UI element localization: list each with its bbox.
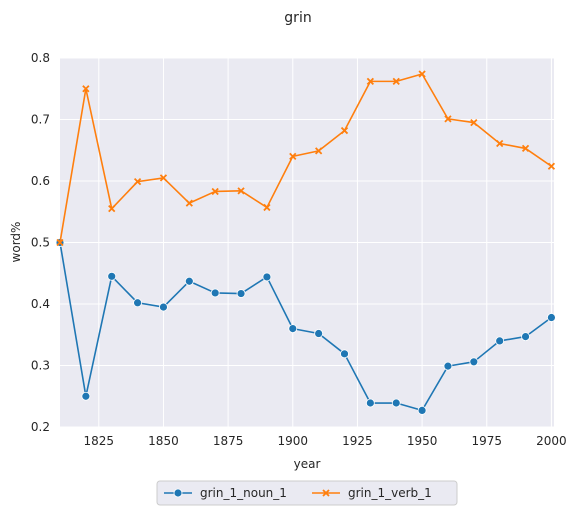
- legend-marker: [173, 488, 183, 498]
- chart-title: grin: [284, 10, 311, 26]
- data-point: [211, 187, 219, 196]
- series-line: [59, 73, 552, 243]
- y-axis-label: word%: [9, 222, 23, 263]
- data-point: [133, 298, 142, 308]
- data-point: [262, 272, 272, 282]
- data-point: [470, 118, 478, 127]
- x-tick-label: 1875: [213, 434, 244, 448]
- y-tick-label: 0.3: [31, 359, 50, 373]
- data-point: [443, 361, 453, 371]
- y-tick-label: 0.4: [31, 297, 50, 311]
- data-point: [496, 139, 504, 148]
- data-point: [314, 329, 324, 338]
- legend-entry: grin_1_verb_1: [312, 486, 432, 500]
- y-tick-label: 0.5: [31, 236, 50, 250]
- data-point: [263, 203, 271, 212]
- y-axis-ticks: 0.2 0.3 0.4 0.5 0.6 0.7 0.8: [31, 51, 50, 434]
- x-axis-ticks: 1825 1850 1875 1900 1925 1950 1975 2000: [84, 434, 567, 448]
- data-point: [469, 357, 479, 367]
- data-point: [444, 115, 452, 123]
- data-point: [340, 349, 349, 359]
- x-tick-label: 1975: [471, 434, 502, 448]
- data-point: [547, 162, 556, 170]
- data-point: [495, 336, 505, 346]
- x-tick-label: 1825: [84, 434, 115, 448]
- legend: grin_1_noun_1 grin_1_verb_1: [156, 480, 458, 506]
- data-point: [107, 271, 117, 281]
- y-tick-label: 0.7: [31, 113, 50, 127]
- data-point: [289, 152, 297, 161]
- data-point: [366, 77, 375, 86]
- data-point: [236, 289, 246, 298]
- data-point: [133, 177, 142, 186]
- data-point: [315, 147, 323, 155]
- data-point: [184, 276, 194, 286]
- data-point: [521, 332, 530, 341]
- data-point: [82, 85, 90, 93]
- data-point: [340, 126, 349, 135]
- y-tick-label: 0.6: [31, 174, 50, 188]
- data-point: [391, 398, 401, 408]
- legend-box: [156, 480, 458, 506]
- y-tick-label: 0.2: [31, 420, 50, 434]
- x-tick-label: 1850: [148, 434, 179, 448]
- data-point: [159, 174, 168, 182]
- data-point: [237, 187, 245, 195]
- series-grin_1_verb_1: [56, 70, 556, 247]
- data-point: [547, 313, 556, 322]
- data-point: [365, 398, 375, 408]
- data-point: [288, 324, 298, 334]
- data-point: [418, 70, 426, 78]
- x-axis-label: year: [294, 457, 321, 471]
- legend-label: grin_1_noun_1: [200, 486, 287, 500]
- data-point: [108, 205, 116, 213]
- data-point: [392, 77, 400, 86]
- y-tick-label: 0.8: [31, 51, 50, 65]
- series-layer: [55, 70, 556, 415]
- x-tick-label: 1950: [407, 434, 438, 448]
- x-tick-label: 1925: [342, 434, 373, 448]
- data-point: [185, 199, 193, 207]
- data-point: [417, 405, 427, 415]
- data-point: [210, 288, 220, 298]
- data-point: [56, 238, 64, 247]
- x-tick-label: 2000: [536, 434, 567, 448]
- legend-marker: [322, 489, 330, 497]
- data-point: [521, 144, 530, 153]
- data-point: [81, 391, 91, 401]
- legend-label: grin_1_verb_1: [348, 486, 432, 500]
- series-grin_1_noun_1: [55, 238, 556, 415]
- x-tick-label: 1900: [278, 434, 309, 448]
- legend-entry: grin_1_noun_1: [164, 486, 287, 500]
- data-point: [159, 302, 168, 312]
